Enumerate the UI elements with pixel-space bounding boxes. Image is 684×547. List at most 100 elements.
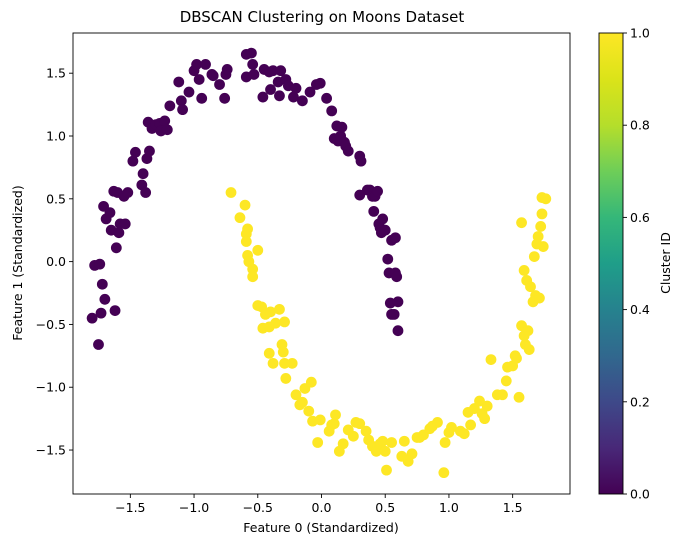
colorbar-frame — [598, 32, 624, 495]
cluster-1-point — [360, 425, 372, 437]
cluster-0-point — [391, 271, 403, 283]
cluster-0-point — [221, 64, 233, 75]
colorbar-tick-label: 0.0 — [630, 487, 650, 502]
chart-title: DBSCAN Clustering on Moons Dataset — [180, 8, 465, 26]
x-tick-label: 1.0 — [439, 500, 459, 515]
cluster-1-point — [247, 271, 259, 283]
cluster-1-point — [522, 325, 534, 337]
y-tick-label: 1.0 — [46, 129, 66, 144]
cluster-1-point — [406, 448, 418, 460]
cluster-0-point — [122, 187, 134, 198]
cluster-1-point — [438, 467, 450, 479]
y-axis-label: Feature 1 (Standardized) — [10, 185, 25, 340]
cluster-0-point — [219, 92, 231, 104]
cluster-0-point — [113, 227, 125, 239]
cluster-1-point — [534, 292, 545, 304]
cluster-1-point — [497, 389, 508, 401]
cluster-0-point — [392, 325, 404, 337]
cluster-0-point — [267, 65, 279, 77]
cluster-1-point — [465, 419, 476, 431]
cluster-0-point — [342, 145, 354, 157]
cluster-0-point — [137, 168, 149, 180]
cluster-0-point — [248, 69, 260, 80]
cluster-1-point — [525, 281, 536, 293]
cluster-0-point — [304, 86, 316, 98]
x-tick-label: 0.5 — [375, 500, 395, 515]
cluster-0-point — [296, 95, 308, 107]
cluster-0-point — [388, 308, 400, 320]
cluster-0-point — [144, 145, 155, 157]
y-tick-label: −1.5 — [36, 443, 66, 458]
cluster-0-point — [130, 146, 141, 158]
cluster-0-point — [326, 105, 338, 117]
colorbar-tick-label: 0.6 — [630, 210, 650, 225]
cluster-0-point — [93, 339, 104, 350]
y-tick-label: −1.0 — [36, 380, 66, 395]
cluster-1-point — [516, 217, 527, 229]
cluster-0-point — [159, 115, 171, 127]
cluster-0-point — [392, 296, 404, 308]
cluster-0-point — [161, 124, 173, 136]
cluster-1-point — [386, 437, 397, 448]
cluster-0-point — [104, 207, 116, 219]
cluster-1-point — [239, 199, 251, 211]
cluster-1-point — [540, 193, 552, 205]
cluster-0-point — [214, 79, 225, 90]
cluster-0-point — [200, 59, 211, 70]
cluster-0-point — [354, 189, 366, 201]
x-tick-label: −0.5 — [243, 500, 273, 515]
cluster-0-point — [109, 305, 121, 316]
cluster-0-point — [290, 82, 302, 94]
cluster-1-point — [377, 435, 389, 447]
cluster-0-point — [377, 213, 389, 225]
cluster-1-point — [531, 238, 543, 250]
cluster-0-point — [275, 65, 287, 77]
cluster-0-point — [193, 74, 205, 85]
cluster-1-point — [225, 187, 237, 198]
x-tick-label: −1.5 — [115, 500, 145, 515]
cluster-0-point — [274, 90, 285, 102]
cluster-1-point — [381, 464, 392, 476]
cluster-1-point — [279, 316, 290, 328]
cluster-0-point — [191, 59, 203, 70]
cluster-1-point — [303, 405, 315, 417]
cluster-1-point — [511, 352, 522, 364]
cluster-0-point — [265, 84, 276, 95]
y-tick-label: 0.0 — [46, 254, 66, 269]
points-layer — [86, 47, 552, 479]
cluster-1-point — [354, 418, 366, 430]
cluster-0-point — [247, 59, 259, 70]
cluster-0-point — [314, 77, 326, 89]
cluster-1-point — [296, 396, 308, 408]
cluster-0-point — [94, 258, 106, 270]
cluster-1-point — [513, 391, 525, 403]
plot-area — [72, 32, 571, 495]
colorbar-tick-label: 1.0 — [630, 26, 650, 41]
x-tick-label: 0.0 — [312, 500, 332, 515]
cluster-1-point — [280, 373, 292, 384]
cluster-0-point — [164, 100, 176, 112]
cluster-1-point — [518, 265, 530, 276]
cluster-0-point — [86, 312, 98, 324]
cluster-0-point — [95, 307, 107, 319]
cluster-0-point — [372, 185, 383, 197]
cluster-1-point — [252, 244, 264, 256]
cluster-1-point — [242, 223, 253, 235]
cluster-0-point — [368, 205, 380, 217]
cluster-1-point — [474, 395, 485, 407]
cluster-1-point — [347, 430, 359, 442]
x-tick-label: −1.0 — [179, 500, 209, 515]
cluster-1-point — [432, 417, 443, 428]
cluster-1-point — [458, 428, 470, 440]
cluster-1-point — [523, 344, 535, 355]
cluster-1-point — [267, 357, 279, 369]
cluster-1-point — [500, 375, 512, 387]
cluster-1-point — [279, 357, 290, 369]
colorbar: 0.0 0.2 0.4 0.6 0.8 1.0 Cluster ID — [598, 26, 673, 502]
colorbar-gradient — [599, 33, 623, 494]
cluster-0-point — [127, 155, 139, 167]
cluster-1-point — [234, 212, 246, 224]
cluster-0-point — [196, 92, 208, 104]
cluster-1-point — [247, 263, 259, 275]
